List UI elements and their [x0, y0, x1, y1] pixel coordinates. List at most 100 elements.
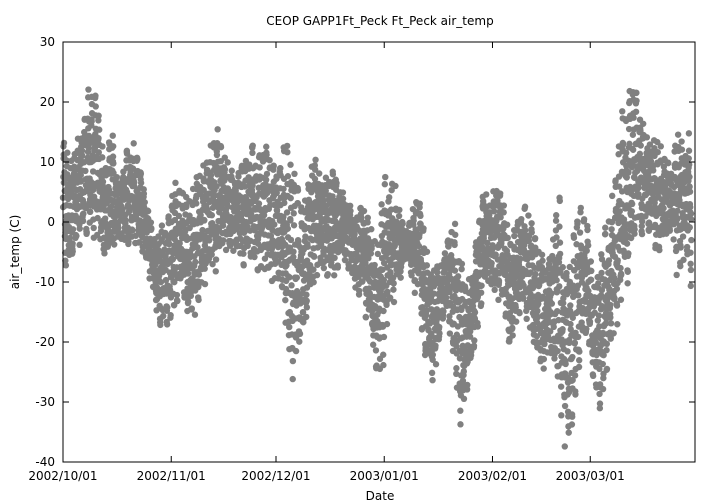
data-point	[388, 186, 395, 194]
data-point	[566, 339, 573, 347]
data-point	[500, 209, 507, 216]
data-point	[611, 274, 618, 282]
data-point	[347, 207, 354, 215]
data-point	[366, 285, 373, 292]
data-point	[286, 274, 293, 281]
data-point	[637, 142, 644, 149]
data-point	[683, 243, 691, 251]
data-point	[312, 156, 319, 164]
data-point	[524, 256, 531, 263]
data-point	[299, 309, 307, 316]
data-point	[553, 277, 560, 284]
data-point	[687, 210, 695, 217]
data-point	[270, 162, 277, 169]
data-point	[460, 368, 468, 375]
data-point	[440, 308, 447, 315]
data-point	[563, 269, 570, 277]
data-point	[69, 226, 77, 233]
data-point	[607, 320, 615, 327]
y-tick-label-7: 30	[40, 35, 55, 49]
data-point	[557, 383, 565, 390]
data-point	[640, 120, 647, 127]
data-point	[617, 296, 625, 303]
data-point	[470, 342, 478, 349]
data-point	[586, 318, 594, 325]
data-point	[451, 241, 458, 249]
data-point	[382, 173, 389, 181]
data-point	[490, 208, 498, 215]
data-point	[432, 361, 440, 368]
data-point	[423, 248, 431, 255]
data-point	[99, 154, 106, 161]
data-point	[614, 321, 621, 328]
data-point	[283, 142, 291, 150]
data-point	[213, 183, 220, 190]
data-point	[109, 153, 117, 160]
data-point	[588, 267, 595, 275]
data-point	[498, 240, 505, 247]
data-point	[256, 164, 263, 171]
data-point	[77, 178, 85, 185]
data-point	[385, 194, 393, 201]
data-point	[584, 226, 591, 234]
data-point	[616, 208, 623, 215]
chart-title: CEOP GAPP1Ft_Peck Ft_Peck air_temp	[266, 14, 493, 28]
data-point	[552, 217, 560, 224]
data-point	[571, 339, 579, 346]
data-point	[638, 218, 646, 225]
data-point	[484, 239, 491, 247]
data-point	[624, 280, 631, 287]
data-point	[553, 234, 560, 241]
data-point	[283, 209, 291, 216]
data-point	[636, 150, 644, 158]
data-point	[556, 197, 564, 205]
data-point	[540, 355, 548, 363]
data-point	[303, 257, 311, 264]
data-point	[287, 236, 295, 244]
data-point	[73, 232, 80, 240]
data-point	[583, 247, 590, 254]
data-point	[569, 413, 576, 420]
data-points	[59, 86, 695, 450]
data-point	[80, 210, 87, 217]
data-point	[206, 237, 213, 244]
data-point	[369, 341, 377, 348]
data-point	[621, 226, 629, 233]
data-point	[471, 337, 478, 344]
data-point	[575, 357, 583, 364]
data-point	[271, 221, 278, 228]
data-point	[79, 217, 87, 225]
data-point	[576, 348, 583, 355]
data-point	[66, 234, 74, 242]
data-point	[173, 291, 181, 299]
data-point	[364, 214, 371, 221]
data-point	[676, 196, 683, 204]
data-point	[219, 237, 227, 244]
data-point	[207, 171, 215, 179]
data-point	[629, 131, 637, 138]
data-point	[224, 203, 231, 211]
data-point	[358, 214, 365, 221]
data-point	[589, 372, 597, 380]
data-point	[654, 148, 661, 156]
axis-ticks: -40 -30 -20 -10 0 10 20 30 2002/10/01 2002/11/01 2…	[28, 35, 695, 483]
data-point	[185, 298, 192, 305]
data-point	[600, 351, 607, 359]
data-point	[371, 261, 378, 269]
data-point	[429, 356, 436, 363]
data-point	[273, 189, 280, 197]
data-point	[532, 270, 539, 278]
y-tick-label-4: 0	[47, 215, 55, 229]
data-point	[166, 240, 173, 248]
data-point	[64, 149, 71, 156]
data-point	[598, 251, 605, 258]
data-point	[685, 147, 693, 154]
data-point	[554, 347, 561, 355]
data-point	[511, 232, 518, 240]
data-point	[115, 224, 122, 232]
data-point	[217, 143, 225, 151]
data-point	[598, 269, 605, 277]
data-point	[310, 253, 318, 260]
data-point	[646, 141, 654, 148]
data-point	[495, 277, 503, 285]
